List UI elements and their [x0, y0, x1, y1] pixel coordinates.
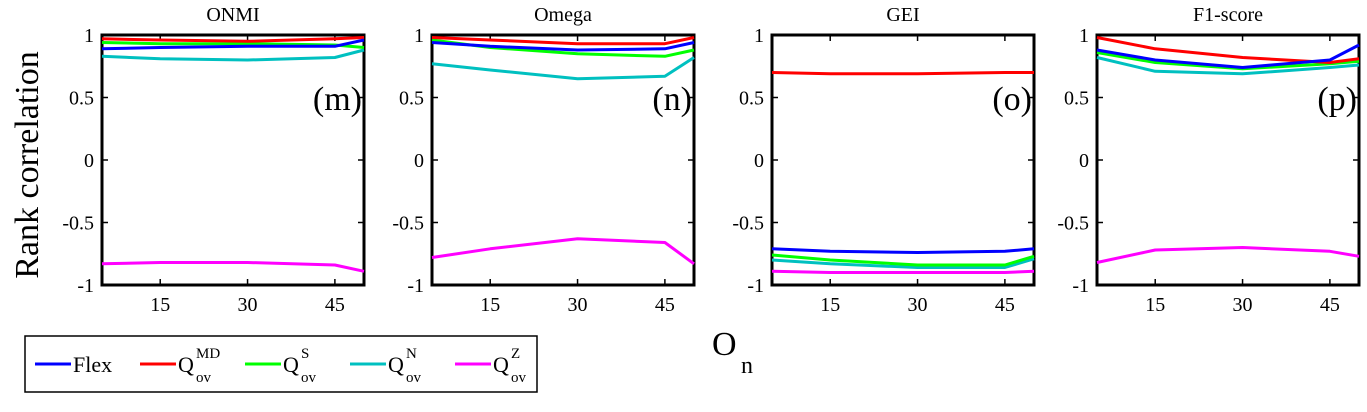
series-line-4	[431, 56, 695, 81]
x-tick-label: 30	[908, 294, 928, 316]
y-tick-label: 0	[84, 150, 94, 172]
panels: ONMI 1 0.5 0 -0.5 -1 15 30 45 (m) Omega 1 0.5 0 -0.5 -1…	[62, 4, 1361, 316]
panel-label: (p)	[1317, 81, 1357, 118]
legend-label: Q	[283, 352, 299, 377]
series-line-3	[771, 253, 1035, 267]
x-tick-label: 15	[150, 294, 170, 316]
series-line-2	[101, 36, 365, 43]
series-line-2	[771, 71, 1034, 76]
x-tick-label: 45	[325, 294, 345, 316]
legend-label: Flex	[73, 352, 112, 377]
x-tick-label: 30	[238, 294, 258, 316]
y-tick-label: -0.5	[1057, 213, 1089, 235]
y-tick-label: 0.5	[399, 88, 424, 110]
y-axis-label: Rank correlation	[9, 51, 46, 279]
y-tick-label: 0.5	[69, 88, 94, 110]
y-tick-label: -1	[77, 275, 94, 297]
y-tick-label: 0	[414, 150, 424, 172]
series-line-1	[101, 38, 365, 51]
x-tick-label: 15	[1145, 294, 1165, 316]
x-tick-label: 15	[480, 294, 500, 316]
legend-item: Q Sov	[245, 346, 317, 386]
legend-label-sup: N	[406, 346, 417, 362]
y-tick-label: 1	[754, 25, 764, 47]
legend-label: Q	[388, 352, 404, 377]
y-tick-label: -1	[1072, 275, 1089, 297]
series-line-4	[101, 48, 365, 62]
series-line-1	[431, 41, 695, 52]
legend-label-sub: ov	[301, 370, 317, 386]
series-line-1	[771, 247, 1035, 254]
chart-title: F1-score	[1193, 4, 1263, 26]
y-tick-label: -0.5	[732, 213, 764, 235]
legend-label-sup: MD	[196, 346, 220, 362]
legend-label: Q	[493, 352, 509, 377]
series-line-3	[101, 41, 365, 49]
chart-panel-1: ONMI 1 0.5 0 -0.5 -1 15 30 45 (m)	[62, 4, 366, 316]
series-line-1	[1096, 43, 1360, 69]
y-tick-label: -0.5	[62, 213, 94, 235]
y-tick-label: 1	[84, 25, 94, 47]
x-axis-label-main: O	[712, 326, 737, 363]
x-axis-label-sub: n	[741, 353, 753, 379]
series-line-2	[1096, 36, 1360, 64]
chart-title: GEI	[886, 4, 919, 26]
x-tick-label: 30	[1233, 294, 1253, 316]
chart-panel-2: Omega 1 0.5 0 -0.5 -1 15 30 45 (n)	[392, 4, 696, 316]
y-tick-label: 1	[414, 25, 424, 47]
x-tick-label: 45	[995, 294, 1015, 316]
legend-item: Q Zov	[455, 346, 527, 386]
plot-area	[430, 33, 696, 287]
legend-label-sup: Z	[511, 346, 520, 362]
y-tick-label: -1	[747, 275, 764, 297]
series-line-5	[771, 269, 1035, 274]
y-tick-label: 0.5	[739, 88, 764, 110]
chart-title: ONMI	[206, 4, 259, 26]
legend-label: Q	[178, 352, 194, 377]
legend-item: Flex	[35, 352, 112, 377]
series-line-5	[1096, 246, 1360, 264]
legend-label-sub: ov	[196, 370, 212, 386]
plot-area	[100, 33, 366, 287]
legend-label-sub: ov	[511, 370, 527, 386]
panel-label: (n)	[652, 81, 692, 118]
series-line-2	[431, 36, 695, 46]
chart-panel-3: GEI 1 0.5 0 -0.5 -1 15 30 45 (o)	[732, 4, 1036, 316]
x-tick-label: 15	[820, 294, 840, 316]
chart-panel-4: F1-score 1 0.5 0 -0.5 -1 15 30 45 (p)	[1057, 4, 1361, 316]
series-line-5	[101, 261, 365, 273]
x-tick-label: 30	[568, 294, 588, 316]
x-axis-label: O n	[712, 326, 753, 379]
series-line-5	[431, 237, 695, 266]
y-tick-label: 0	[1079, 150, 1089, 172]
plot-area	[1095, 33, 1361, 287]
y-tick-label: -0.5	[392, 213, 424, 235]
x-tick-label: 45	[1320, 294, 1340, 316]
series-line-4	[771, 257, 1035, 269]
chart-title: Omega	[534, 4, 592, 26]
y-tick-label: -1	[407, 275, 424, 297]
series-line-4	[1096, 56, 1360, 76]
plot-area	[770, 33, 1036, 287]
y-tick-label: 0	[754, 150, 764, 172]
y-tick-label: 0.5	[1064, 88, 1089, 110]
legend-label-sub: ov	[406, 370, 422, 386]
panel-label: (o)	[992, 81, 1032, 118]
legend-item: Q Nov	[350, 346, 422, 386]
y-tick-label: 1	[1079, 25, 1089, 47]
panel-label: (m)	[313, 81, 362, 118]
x-tick-label: 45	[655, 294, 675, 316]
legend-item: Q MD ov	[140, 346, 220, 386]
legend-label-sup: S	[301, 346, 309, 362]
